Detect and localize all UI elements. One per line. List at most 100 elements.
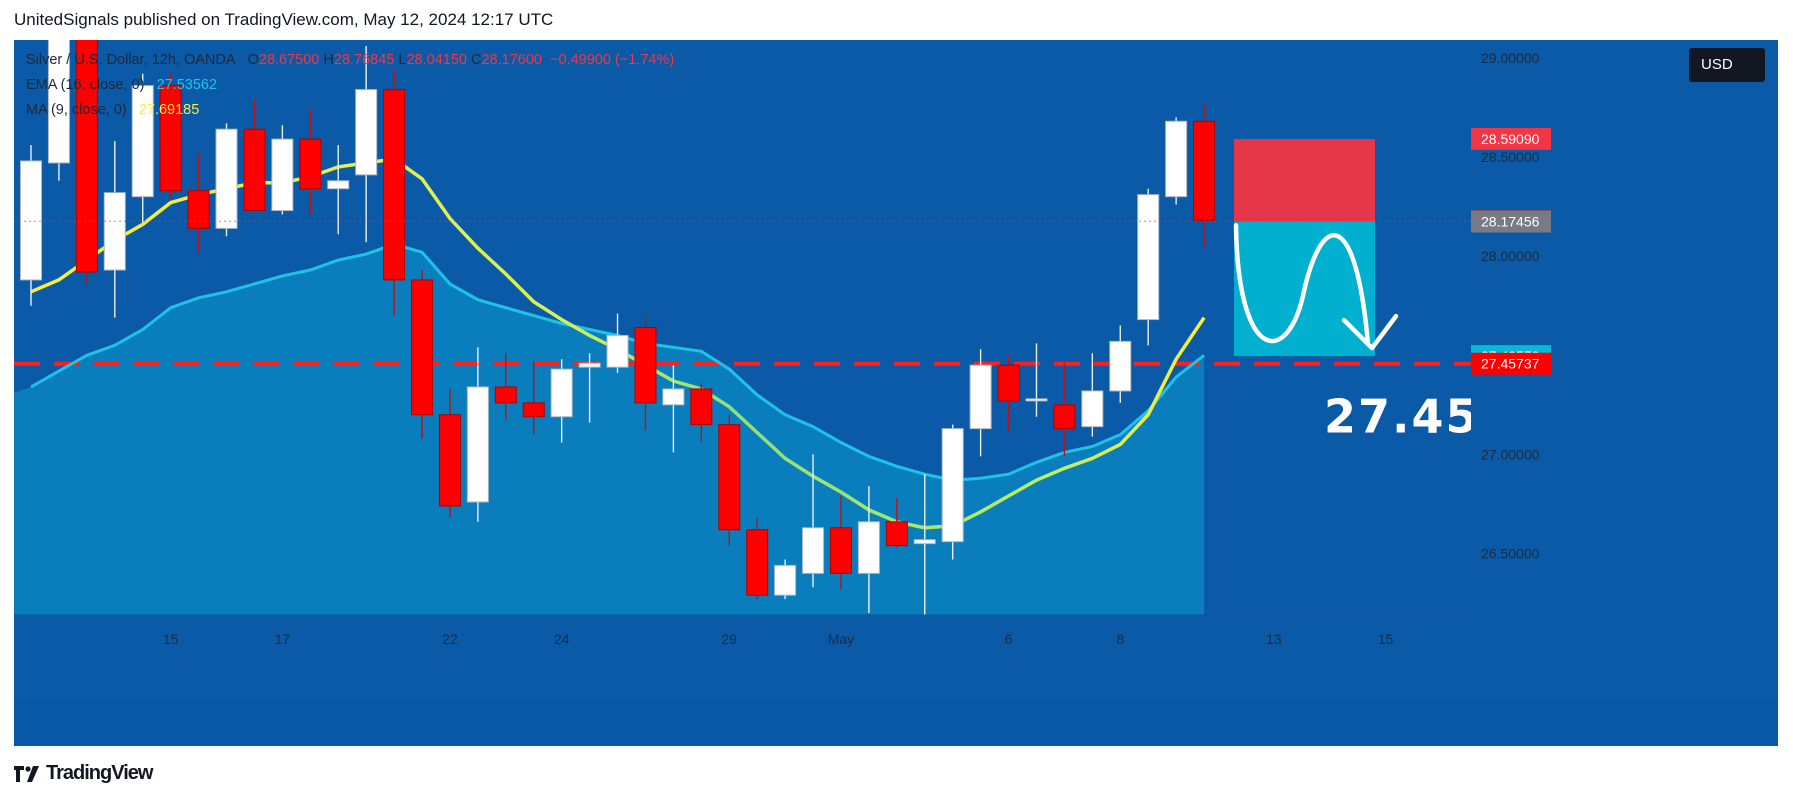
candle-body	[355, 89, 378, 176]
candle[interactable]	[131, 73, 154, 223]
stop-loss-zone[interactable]	[1234, 138, 1375, 222]
candle[interactable]	[75, 40, 98, 284]
candle[interactable]	[1081, 353, 1104, 437]
candle-body	[578, 362, 601, 368]
candle[interactable]	[941, 424, 964, 560]
candle[interactable]	[690, 383, 713, 443]
price-label-text: 28.59090	[1481, 131, 1540, 147]
candle[interactable]	[662, 365, 685, 453]
price-label[interactable]: 27.45737	[1471, 352, 1551, 375]
candle[interactable]	[438, 388, 461, 518]
legend-ema-row[interactable]: EMA (16, close, 0) 27.53562	[26, 73, 674, 98]
candle[interactable]	[494, 353, 517, 421]
chart-frame[interactable]: 27.457 15 17 22 24 29 May 6 8 13 15 29.00000 28.500…	[14, 40, 1778, 746]
candle[interactable]	[243, 99, 266, 212]
legend-open-label: O	[247, 52, 259, 68]
candle[interactable]	[634, 315, 657, 431]
candle-body	[327, 180, 350, 190]
price-label[interactable]: 28.17456	[1471, 210, 1551, 233]
currency-button[interactable]: USD	[1689, 48, 1765, 82]
candle[interactable]	[187, 153, 210, 253]
candle[interactable]	[857, 486, 880, 614]
time-tick-label: May	[828, 631, 854, 647]
candle[interactable]	[829, 496, 852, 590]
candle[interactable]	[1109, 325, 1132, 403]
price-label[interactable]: 28.59090	[1471, 127, 1551, 150]
legend-low-label: L	[398, 52, 407, 68]
candlestick-chart[interactable]: 27.457 15 17 22 24 29 May 6 8 13 1529.0000028.500…	[14, 40, 1778, 746]
candle[interactable]	[103, 141, 126, 318]
candle[interactable]	[1193, 103, 1216, 249]
candle[interactable]	[411, 270, 434, 439]
time-tick-label: 13	[1266, 631, 1282, 647]
candle[interactable]	[1053, 363, 1076, 457]
candle[interactable]	[885, 498, 908, 548]
candle[interactable]	[774, 559, 797, 600]
candle[interactable]	[383, 69, 406, 316]
legend-ma-row[interactable]: MA (9, close, 0) 27.69185	[26, 98, 674, 123]
candle[interactable]	[550, 359, 573, 443]
candle-body	[718, 424, 741, 531]
time-tick-label: 6	[1005, 631, 1013, 647]
price-label-bg	[1471, 127, 1551, 150]
legend-ohlc-row: Silver / U.S. Dollar, 12h, OANDA O28.675…	[26, 48, 674, 73]
legend-ema-label: EMA (16, close, 0)	[26, 77, 145, 93]
candle-body	[299, 138, 322, 190]
time-tick-label: 8	[1116, 631, 1124, 647]
candle-body	[857, 521, 880, 574]
price-label-text: 27.45737	[1481, 356, 1540, 372]
candle[interactable]	[327, 145, 350, 235]
candle[interactable]	[355, 45, 378, 243]
price-label-text: 28.17456	[1481, 214, 1540, 230]
candle[interactable]	[20, 145, 42, 306]
candle[interactable]	[1137, 188, 1160, 346]
legend-symbol: Silver / U.S. Dollar, 12h, OANDA	[26, 52, 236, 68]
candle[interactable]	[271, 125, 294, 215]
legend-ema-value: 27.53562	[156, 77, 218, 93]
candle[interactable]	[718, 414, 741, 546]
candle-body	[1053, 404, 1076, 430]
candle[interactable]	[1025, 343, 1048, 417]
footer-brand-text: TradingView	[46, 762, 153, 784]
legend-high: 28.76845	[333, 52, 395, 68]
candle[interactable]	[746, 517, 769, 600]
candle[interactable]	[802, 454, 825, 588]
candle-body	[466, 386, 489, 503]
candle-body	[103, 192, 126, 271]
candle-body	[606, 334, 629, 368]
time-tick-label: 17	[275, 631, 291, 647]
candle[interactable]	[969, 349, 992, 457]
candle[interactable]	[215, 123, 238, 237]
candle[interactable]	[466, 347, 489, 522]
candle-body	[47, 40, 70, 164]
candle-body	[494, 386, 517, 404]
candle[interactable]	[159, 73, 182, 199]
candle-body	[634, 327, 657, 404]
candle[interactable]	[522, 361, 545, 435]
curved-down-arrow-icon	[1233, 222, 1371, 347]
tradingview-logo-icon	[14, 765, 39, 782]
chart-legend: Silver / U.S. Dollar, 12h, OANDA O28.675…	[26, 48, 674, 123]
footer-brand[interactable]: TradingView	[14, 762, 153, 785]
price-tick-label: 29.00000	[1481, 50, 1540, 66]
candle-body	[885, 521, 908, 547]
candle-body	[75, 40, 98, 273]
candle[interactable]	[299, 109, 322, 215]
candle[interactable]	[578, 353, 601, 423]
candle[interactable]	[997, 355, 1020, 431]
candle[interactable]	[1165, 117, 1188, 205]
candle-body	[271, 138, 294, 212]
candle[interactable]	[606, 313, 629, 374]
candle-body	[1081, 390, 1104, 428]
candle-body	[522, 402, 545, 418]
legend-high-label: H	[323, 52, 334, 68]
candle[interactable]	[913, 474, 936, 615]
candle-body	[438, 414, 461, 507]
candle-body	[131, 85, 154, 198]
time-tick-label: 15	[1378, 631, 1394, 647]
price-tick-label: 26.50000	[1481, 546, 1540, 562]
legend-close-label: C	[471, 52, 482, 68]
candle[interactable]	[47, 40, 70, 181]
candle-body	[1193, 120, 1216, 221]
legend-open: 28.67500	[258, 52, 320, 68]
